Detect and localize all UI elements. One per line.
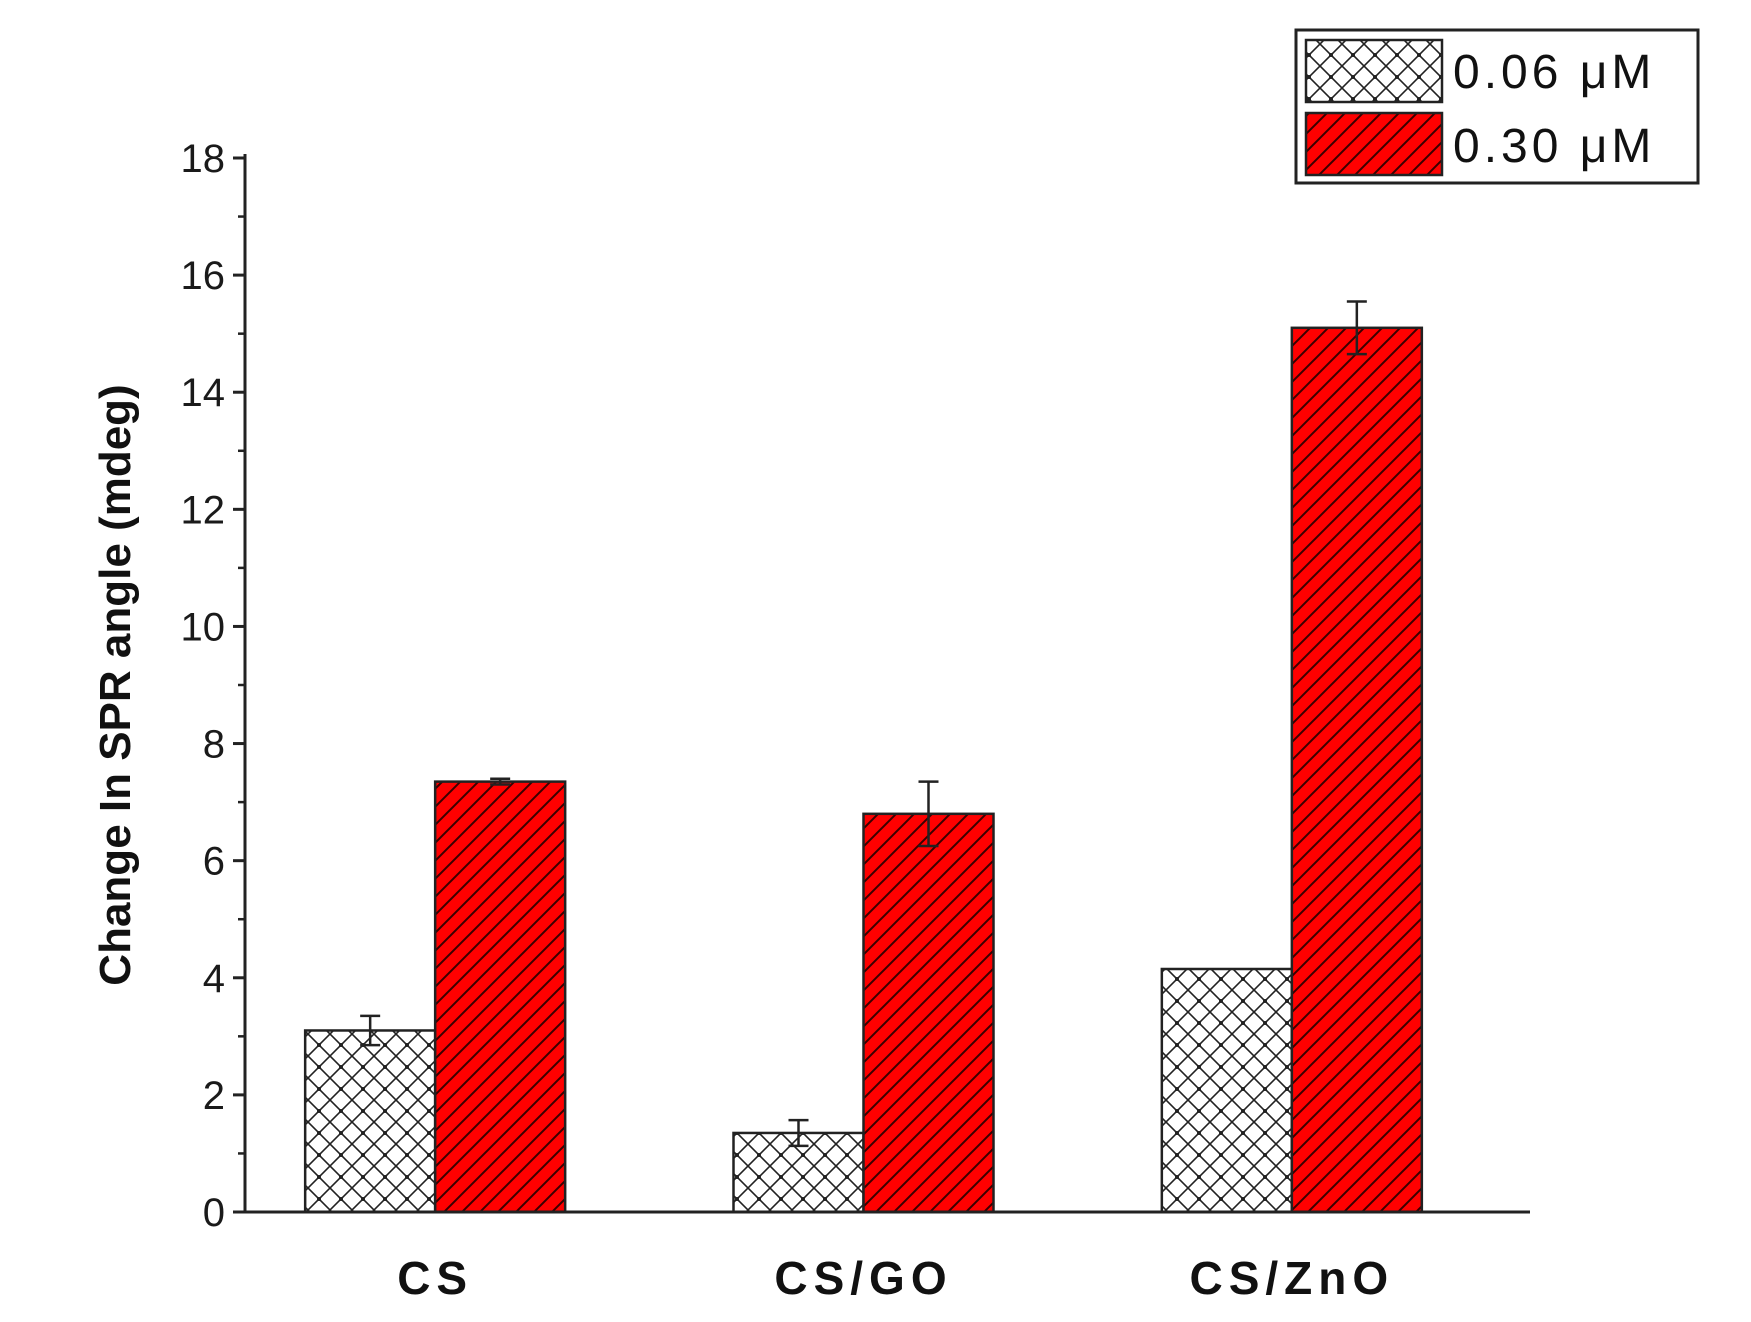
x-category-label: CS [397, 1252, 473, 1304]
x-category-label: CS/ZnO [1189, 1252, 1394, 1304]
legend-label-0: 0.06 μM [1453, 46, 1655, 99]
x-category-label: CS/GO [774, 1252, 952, 1304]
y-tick-label: 16 [181, 254, 226, 298]
y-tick-label: 14 [181, 371, 226, 415]
bar-low-2 [1160, 967, 1294, 1214]
y-tick-label: 18 [181, 137, 226, 181]
y-tick-label: 6 [203, 840, 225, 884]
y-tick-label: 10 [181, 605, 226, 649]
legend: 0.06 μM 0.30 μM [1294, 28, 1700, 185]
bar-high-1 [862, 812, 995, 1214]
y-tick-label: 8 [203, 723, 225, 767]
bar-low-0 [303, 1029, 437, 1214]
legend-label-1: 0.30 μM [1453, 120, 1655, 173]
bar-high-2 [1290, 326, 1424, 1214]
x-axis-category-labels: CS CS/GO CS/ZnO [397, 1252, 1394, 1304]
error-bars-layer [360, 300, 1367, 1148]
y-axis-ticks: 0 2 4 6 8 10 12 14 16 18 [181, 137, 245, 1235]
bars-layer [303, 326, 1424, 1214]
y-axis-title: Change In SPR angle (mdeg) [91, 384, 140, 985]
y-tick-label: 0 [203, 1191, 225, 1235]
legend-swatch-0 [1304, 38, 1444, 104]
y-tick-label: 12 [181, 488, 226, 532]
bar-high-0 [433, 780, 567, 1214]
y-tick-label: 2 [203, 1074, 225, 1118]
legend-swatch-1 [1304, 111, 1444, 177]
y-tick-label: 4 [203, 957, 225, 1001]
